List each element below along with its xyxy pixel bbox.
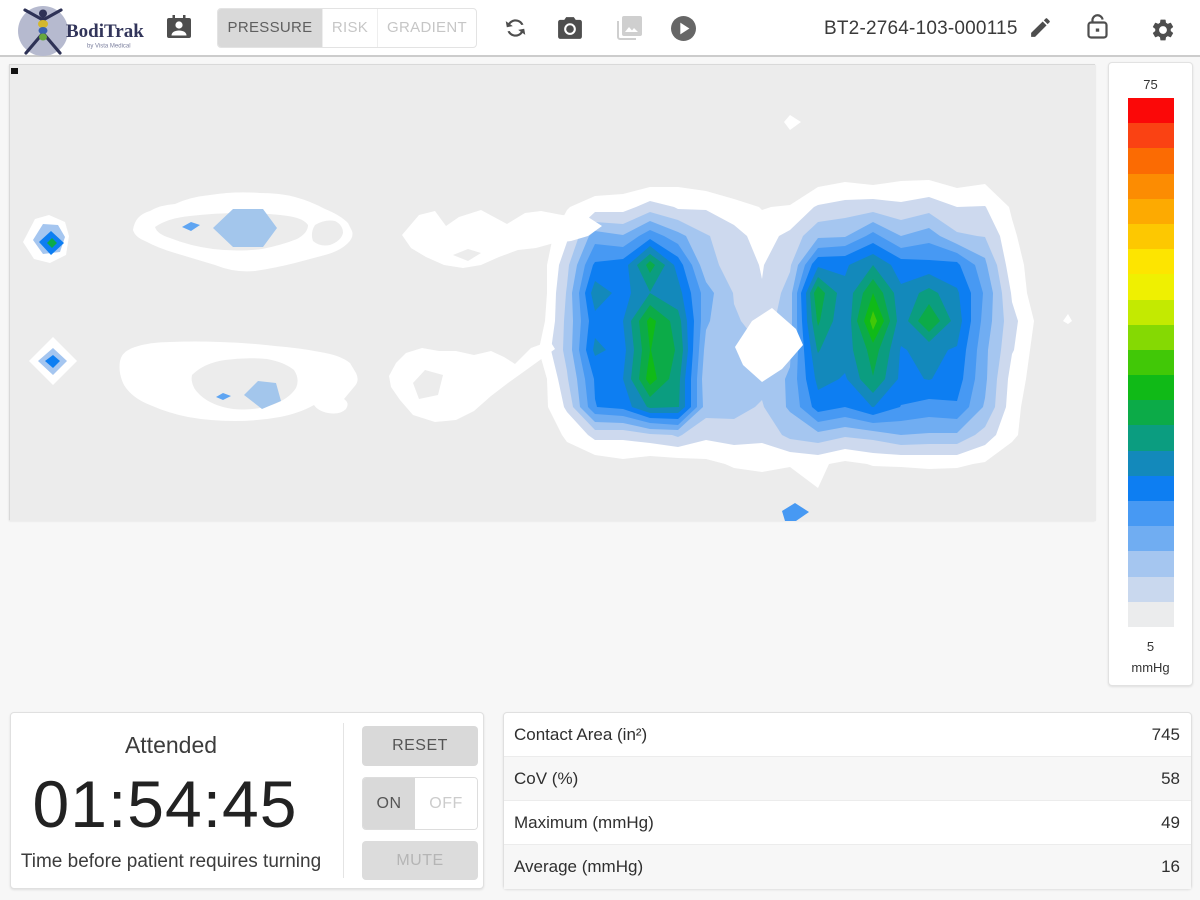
svg-text:by Vista Medical: by Vista Medical	[87, 44, 131, 50]
svg-text:BodiTrak: BodiTrak	[66, 21, 144, 42]
